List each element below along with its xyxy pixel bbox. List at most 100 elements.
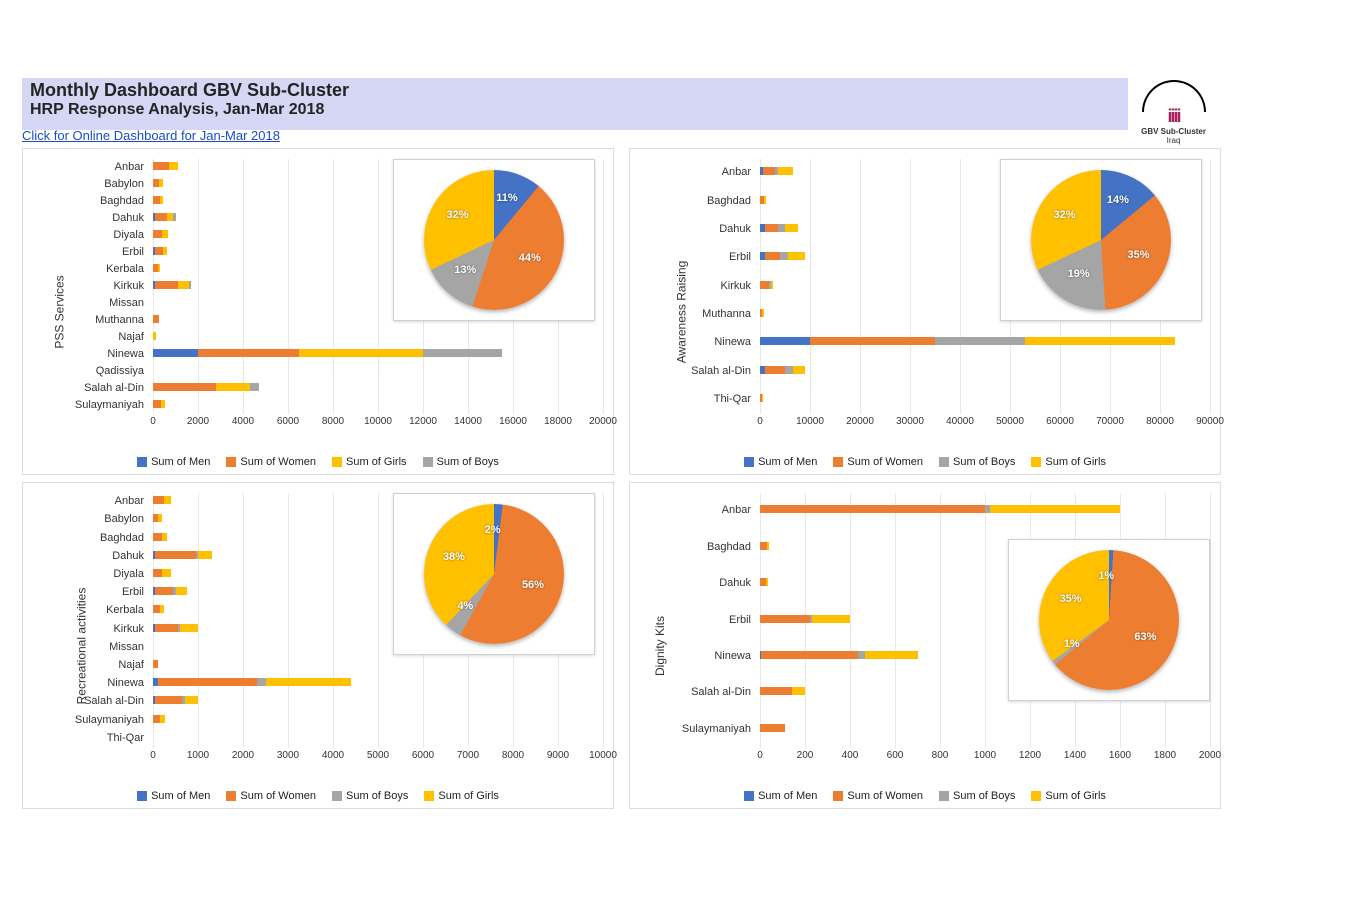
x-tick: 9000 xyxy=(547,750,569,761)
x-tick: 3000 xyxy=(277,750,299,761)
category-label: Baghdad xyxy=(100,195,144,207)
legend-swatch xyxy=(226,791,236,801)
legend-swatch xyxy=(226,457,236,467)
bar-segment-girls xyxy=(762,394,763,402)
header: Monthly Dashboard GBV Sub-Cluster HRP Re… xyxy=(22,78,1128,130)
category-label: Kerbala xyxy=(106,604,144,616)
legend-item-men: Sum of Men xyxy=(744,790,817,802)
pie-label-women: 44% xyxy=(519,252,541,264)
category-label: Thi-Qar xyxy=(107,732,144,744)
bar-segment-women xyxy=(153,162,169,170)
x-tick: 14000 xyxy=(454,416,482,427)
x-tick: 2000 xyxy=(1199,750,1221,761)
x-tick: 4000 xyxy=(322,750,344,761)
bar-segment-women xyxy=(761,651,858,659)
legend-item-men: Sum of Men xyxy=(137,456,210,468)
bar-segment-women xyxy=(763,167,776,175)
bar-row xyxy=(153,678,603,686)
x-tick: 1800 xyxy=(1154,750,1176,761)
legend-swatch xyxy=(833,791,843,801)
pie-inset: 2%56%4%38% xyxy=(393,493,595,655)
category-label: Dahuk xyxy=(719,577,751,589)
page-subtitle: HRP Response Analysis, Jan-Mar 2018 xyxy=(30,101,1120,119)
gbv-logo: iiii GBV Sub-Cluster Iraq xyxy=(1141,80,1206,145)
category-label: Sulaymaniyah xyxy=(75,714,144,726)
x-tick: 600 xyxy=(887,750,904,761)
bar-segment-girls xyxy=(162,569,171,577)
bar-segment-girls xyxy=(266,678,352,686)
category-label: Anbar xyxy=(115,495,144,507)
category-label: Salah al-Din xyxy=(84,382,144,394)
x-tick: 18000 xyxy=(544,416,572,427)
pie-label-men: 14% xyxy=(1107,194,1129,206)
legend-item-boys: Sum of Boys xyxy=(423,456,499,468)
bar-row xyxy=(153,660,603,668)
bar-segment-women xyxy=(153,230,162,238)
legend-swatch xyxy=(939,791,949,801)
category-label: Ninewa xyxy=(714,336,751,348)
category-label: Missan xyxy=(109,641,144,653)
panel-awareness-raising: Awareness RaisingAnbarBaghdadDahukErbilK… xyxy=(629,148,1221,475)
x-tick: 800 xyxy=(932,750,949,761)
online-dashboard-link[interactable]: Click for Online Dashboard for Jan-Mar 2… xyxy=(22,128,280,143)
pie-label-girls: 35% xyxy=(1060,593,1082,605)
bar-segment-girls xyxy=(160,196,163,204)
bar-segment-girls xyxy=(198,551,212,559)
category-label: Baghdad xyxy=(707,195,751,207)
bar-segment-girls xyxy=(162,533,167,541)
legend-swatch xyxy=(833,457,843,467)
bar-segment-girls xyxy=(178,281,189,289)
bar-segment-boys xyxy=(778,224,786,232)
bar-segment-women xyxy=(155,624,178,632)
pie-inset: 1%63%1%35% xyxy=(1008,539,1210,701)
bar-segment-women xyxy=(155,696,182,704)
x-tick: 80000 xyxy=(1146,416,1174,427)
x-tick: 1000 xyxy=(974,750,996,761)
x-tick: 20000 xyxy=(846,416,874,427)
x-tick: 16000 xyxy=(499,416,527,427)
bar-row xyxy=(153,366,603,374)
pie-label-boys: 13% xyxy=(454,264,476,276)
legend-swatch xyxy=(744,457,754,467)
x-tick: 0 xyxy=(757,750,763,761)
bar-segment-women xyxy=(760,505,985,513)
bar-segment-women xyxy=(760,687,792,695)
category-label: Muthanna xyxy=(95,314,144,326)
x-tick: 12000 xyxy=(409,416,437,427)
pie-chart xyxy=(424,170,564,310)
x-tick: 8000 xyxy=(502,750,524,761)
pie-label-women: 63% xyxy=(1134,631,1156,643)
category-label: Najaf xyxy=(118,331,144,343)
category-label: Diyala xyxy=(113,568,144,580)
x-tick: 50000 xyxy=(996,416,1024,427)
x-tick: 70000 xyxy=(1096,416,1124,427)
legend-swatch xyxy=(137,791,147,801)
x-tick: 2000 xyxy=(232,750,254,761)
legend: Sum of MenSum of WomenSum of BoysSum of … xyxy=(23,790,613,802)
bar-segment-women xyxy=(155,213,166,221)
bar-segment-women xyxy=(155,551,196,559)
x-tick: 6000 xyxy=(277,416,299,427)
pie-chart xyxy=(1031,170,1171,310)
category-label: Ninewa xyxy=(714,650,751,662)
x-tick: 5000 xyxy=(367,750,389,761)
bar-segment-girls xyxy=(762,309,764,317)
bar-segment-girls xyxy=(778,167,793,175)
x-tick: 2000 xyxy=(187,416,209,427)
bar-segment-women xyxy=(153,383,216,391)
legend-item-girls: Sum of Girls xyxy=(424,790,499,802)
pie-inset: 11%44%13%32% xyxy=(393,159,595,321)
bar-segment-girls xyxy=(299,349,423,357)
category-label: Anbar xyxy=(722,504,751,516)
bar-segment-boys xyxy=(423,349,502,357)
bar-segment-girls xyxy=(788,252,806,260)
x-tick: 10000 xyxy=(364,416,392,427)
bar-segment-women xyxy=(760,542,767,550)
pie-label-women: 35% xyxy=(1128,249,1150,261)
legend-swatch xyxy=(744,791,754,801)
x-tick: 20000 xyxy=(589,416,617,427)
pie-label-boys: 4% xyxy=(457,600,473,612)
pie-label-girls: 32% xyxy=(1054,209,1076,221)
pie-label-girls: 32% xyxy=(447,209,469,221)
legend-swatch xyxy=(332,791,342,801)
